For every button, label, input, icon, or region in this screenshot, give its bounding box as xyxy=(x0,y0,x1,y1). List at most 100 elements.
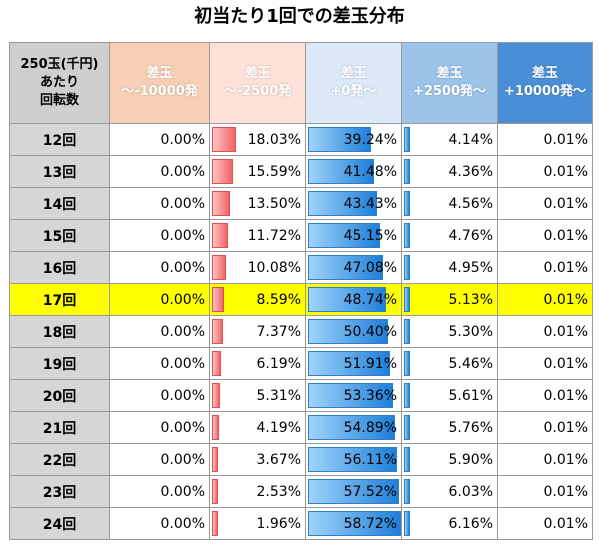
cell-col-5: 0.01% xyxy=(497,315,593,348)
cell-value: 1.96% xyxy=(256,515,301,532)
cell-col-1: 0.00% xyxy=(109,219,210,252)
cell-col-5: 0.01% xyxy=(497,379,593,412)
cell-col-4: 5.46% xyxy=(401,347,498,380)
value-bar xyxy=(212,351,221,376)
cell-col-3: 51.91% xyxy=(305,347,402,380)
cell-value: 0.01% xyxy=(543,419,588,436)
header-col-5-line1: 差玉 xyxy=(531,66,558,81)
cell-col-3: 58.72% xyxy=(305,507,402,540)
cell-col-3: 57.52% xyxy=(305,475,402,508)
cell-value: 5.61% xyxy=(448,387,493,404)
cell-col-5: 0.01% xyxy=(497,219,593,252)
row-spins-label: 15回 xyxy=(9,219,110,252)
value-bar xyxy=(212,479,218,504)
cell-col-5: 0.01% xyxy=(497,475,593,508)
row-spins-label: 14回 xyxy=(9,187,110,220)
row-spins-label: 19回 xyxy=(9,347,110,380)
cell-value: 0.01% xyxy=(543,451,588,468)
cell-value: 0.00% xyxy=(160,451,205,468)
cell-value: 8.59% xyxy=(256,291,301,308)
cell-value: 0.01% xyxy=(543,163,588,180)
row-spins-label: 17回 xyxy=(9,283,110,316)
cell-col-5: 0.01% xyxy=(497,347,593,380)
cell-value: 0.00% xyxy=(160,195,205,212)
header-col-3-line1: 差玉 xyxy=(340,66,367,81)
cell-value: 0.01% xyxy=(543,483,588,500)
value-bar xyxy=(308,255,383,280)
value-bar xyxy=(308,415,395,440)
cell-col-2: 8.59% xyxy=(209,283,306,316)
cell-col-5: 0.01% xyxy=(497,411,593,444)
cell-value: 47.08% xyxy=(343,259,397,276)
cell-value: 3.67% xyxy=(256,451,301,468)
cell-col-2: 11.72% xyxy=(209,219,306,252)
table-row: 19回 0.00% 6.19% 51.91% 5.46% 0.01% xyxy=(9,347,593,380)
value-bar xyxy=(404,479,410,504)
cell-value: 0.01% xyxy=(543,227,588,244)
cell-col-1: 0.00% xyxy=(109,187,210,220)
cell-value: 5.30% xyxy=(448,323,493,340)
cell-value: 5.46% xyxy=(448,355,493,372)
cell-value: 50.40% xyxy=(343,323,397,340)
cell-col-2: 18.03% xyxy=(209,123,306,156)
table-row: 21回 0.00% 4.19% 54.89% 5.76% 0.01% xyxy=(9,411,593,444)
table-row: 18回 0.00% 7.37% 50.40% 5.30% 0.01% xyxy=(9,315,593,348)
cell-col-1: 0.00% xyxy=(109,411,210,444)
cell-col-3: 41.48% xyxy=(305,155,402,188)
header-spins-line3: 回転数 xyxy=(39,93,79,108)
header-col-1-line2: ～-10000発 xyxy=(121,84,198,99)
header-col-1-line1: 差玉 xyxy=(146,66,173,81)
row-spins-label: 22回 xyxy=(9,443,110,476)
value-bar xyxy=(404,319,410,344)
value-bar xyxy=(212,511,218,536)
cell-col-4: 4.95% xyxy=(401,251,498,284)
cell-col-5: 0.01% xyxy=(497,507,593,540)
value-bar xyxy=(308,127,371,152)
value-bar xyxy=(404,223,410,248)
header-spins-line1: 250玉(千円) xyxy=(20,57,99,72)
value-bar xyxy=(404,383,410,408)
cell-value: 45.15% xyxy=(343,227,397,244)
header-col-4: 差玉 +2500発～ xyxy=(401,42,498,124)
value-bar xyxy=(212,127,236,152)
cell-col-3: 45.15% xyxy=(305,219,402,252)
cell-value: 0.00% xyxy=(160,419,205,436)
cell-col-4: 4.56% xyxy=(401,187,498,220)
cell-value: 11.72% xyxy=(247,227,301,244)
cell-col-3: 43.43% xyxy=(305,187,402,220)
table-row: 20回 0.00% 5.31% 53.36% 5.61% 0.01% xyxy=(9,379,593,412)
cell-col-4: 6.03% xyxy=(401,475,498,508)
cell-col-4: 5.90% xyxy=(401,443,498,476)
cell-col-2: 5.31% xyxy=(209,379,306,412)
table-row: 16回 0.00% 10.08% 47.08% 4.95% 0.01% xyxy=(9,251,593,284)
cell-col-4: 5.61% xyxy=(401,379,498,412)
cell-col-1: 0.00% xyxy=(109,315,210,348)
cell-col-5: 0.01% xyxy=(497,283,593,316)
row-spins-label: 13回 xyxy=(9,155,110,188)
cell-col-5: 0.01% xyxy=(497,443,593,476)
cell-value: 4.19% xyxy=(256,419,301,436)
cell-value: 2.53% xyxy=(256,483,301,500)
cell-value: 0.00% xyxy=(160,323,205,340)
header-col-4-line2: +2500発～ xyxy=(412,84,487,99)
table-row: 22回 0.00% 3.67% 56.11% 5.90% 0.01% xyxy=(9,443,593,476)
header-col-2: 差玉 ～-2500発 xyxy=(209,42,306,124)
table-row: 13回 0.00% 15.59% 41.48% 4.36% 0.01% xyxy=(9,155,593,188)
cell-col-2: 7.37% xyxy=(209,315,306,348)
header-spins-line2: あたり xyxy=(39,75,79,90)
cell-col-3: 48.74% xyxy=(305,283,402,316)
value-bar xyxy=(308,479,399,504)
row-spins-label: 21回 xyxy=(9,411,110,444)
cell-value: 0.00% xyxy=(160,227,205,244)
value-bar xyxy=(212,159,233,184)
cell-value: 0.01% xyxy=(543,323,588,340)
cell-value: 10.08% xyxy=(247,259,301,276)
value-bar xyxy=(212,287,224,312)
value-bar xyxy=(404,127,410,152)
header-col-3-line2: +0発～ xyxy=(330,84,377,99)
cell-col-2: 10.08% xyxy=(209,251,306,284)
table-row: 14回 0.00% 13.50% 43.43% 4.56% 0.01% xyxy=(9,187,593,220)
cell-col-2: 2.53% xyxy=(209,475,306,508)
cell-value: 5.90% xyxy=(448,451,493,468)
value-bar xyxy=(308,159,374,184)
